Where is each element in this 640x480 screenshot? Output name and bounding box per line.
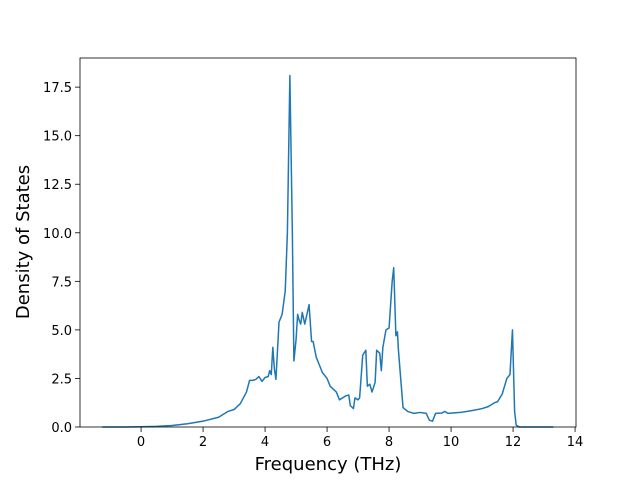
x-tick-label: 6 [323, 435, 331, 450]
y-tick-label: 10.0 [43, 227, 72, 242]
x-tick-label: 0 [137, 435, 145, 450]
x-tick-label: 2 [199, 435, 207, 450]
y-tick-label: 5.0 [51, 324, 72, 339]
plot-frame [79, 57, 577, 428]
x-tick-label: 8 [385, 435, 393, 450]
x-axis-label: Frequency (THz) [255, 454, 402, 475]
line-series [102, 74, 554, 428]
x-tick-label: 4 [261, 435, 269, 450]
y-tick-label: 17.5 [43, 81, 72, 96]
y-tick-label: 0.0 [51, 421, 72, 436]
x-tick-label: 10 [443, 435, 460, 450]
y-tick-label: 15.0 [43, 130, 72, 145]
x-tick-label: 14 [567, 435, 584, 450]
y-tick-label: 12.5 [43, 178, 72, 193]
y-tick-label: 7.5 [51, 275, 72, 290]
y-tick-label: 2.5 [51, 372, 72, 387]
y-axis-label: Density of States [13, 165, 34, 319]
x-tick-label: 12 [505, 435, 522, 450]
